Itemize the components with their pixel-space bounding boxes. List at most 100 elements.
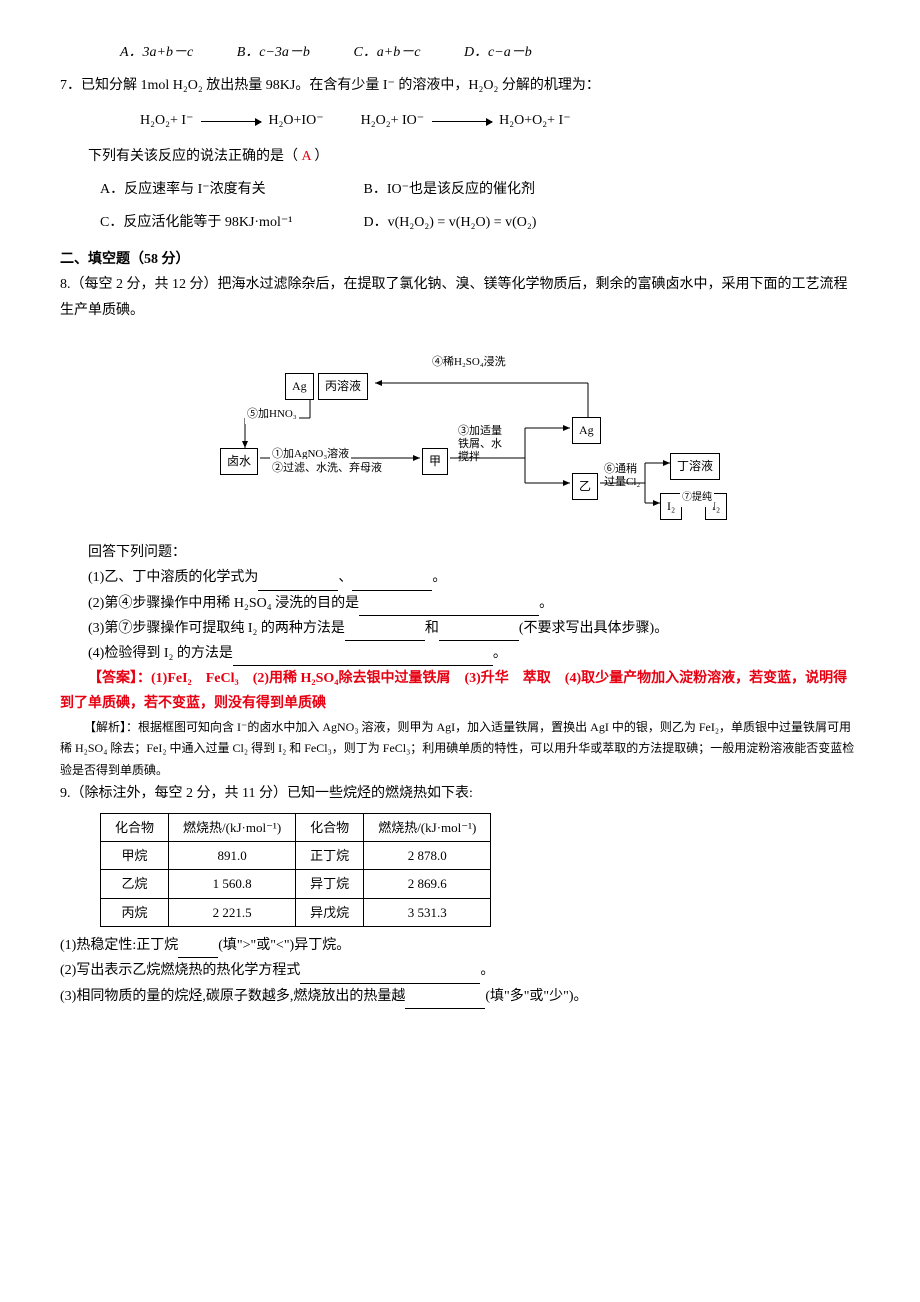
blank[interactable]: [345, 623, 425, 641]
q9-p1: (1)热稳定性:正丁烷 (填">"或"<")异丁烷。: [60, 933, 860, 958]
q9-p1-a: (1)热稳定性:正丁烷: [60, 938, 178, 953]
r1-lhs: H₂O₂+ I⁻: [140, 113, 193, 128]
q8-p2-a: (2)第④步骤操作中用稀 H₂SO₄ 浸洗的目的是: [88, 596, 359, 611]
blank[interactable]: [439, 623, 519, 641]
table-row: 甲烷 891.0 正丁烷 2 878.0: [101, 841, 491, 869]
q6-opt-b: B．c−3a－b: [237, 45, 310, 60]
cell: 1 560.8: [169, 870, 296, 898]
r1-rhs: H₂O+IO⁻: [268, 113, 323, 128]
label-4: ④稀H₂SO₄浸洗: [430, 353, 508, 373]
blank[interactable]: [405, 991, 485, 1009]
r2-rhs: H₂O+O₂+ I⁻: [499, 113, 570, 128]
section2-title: 二、填空题（58 分）: [60, 247, 860, 272]
q8-p3: (3)第⑦步骤操作可提取纯 I₂ 的两种方法是 和 (不要求写出具体步骤)。: [60, 616, 860, 641]
q8-p1-a: (1)乙、丁中溶质的化学式为: [88, 570, 258, 585]
th2: 燃烧热/(kJ·mol⁻¹): [169, 813, 296, 841]
q7-answer: A: [302, 149, 311, 164]
q9-p3-a: (3)相同物质的量的烷烃,碳原子数越多,燃烧放出的热量越: [60, 989, 405, 1004]
label-5: ⑤加HNO₃: [245, 405, 299, 425]
th3: 化合物: [296, 813, 364, 841]
cell: 丙烷: [101, 898, 169, 926]
q8-flowchart: 卤水 甲 Ag 丙溶液 Ag 乙 丁溶液 I₂ I₂ ④稀H₂SO₄浸洗 ⑤加H…: [200, 333, 720, 531]
q9-p3: (3)相同物质的量的烷烃,碳原子数越多,燃烧放出的热量越 (填"多"或"少")。: [60, 984, 860, 1009]
q9-p2: (2)写出表示乙烷燃烧热的热化学方程式 。: [60, 958, 860, 983]
q8-p3-b: 和: [425, 621, 439, 636]
q9-table: 化合物 燃烧热/(kJ·mol⁻¹) 化合物 燃烧热/(kJ·mol⁻¹) 甲烷…: [100, 813, 491, 928]
label-7: ⑦提纯: [680, 489, 714, 507]
q8-explain: 【解析】：根据框图可知向含 I⁻的卤水中加入 AgNO₃ 溶液，则甲为 AgI，…: [60, 717, 860, 782]
r2-lhs: H₂O₂+ IO⁻: [361, 113, 425, 128]
box-ding: 丁溶液: [670, 453, 720, 481]
box-ag: Ag: [285, 373, 314, 401]
q6-options: A．3a+b－c B．c−3a－b C．a+b－c D．c−a－b: [60, 40, 860, 65]
label-3c: 搅拌: [458, 451, 502, 464]
q6-opt-c: C．a+b－c: [353, 45, 420, 60]
q8-p1-c: 。: [432, 570, 446, 585]
blank[interactable]: [258, 573, 338, 591]
arrow-icon: [432, 121, 492, 122]
blank[interactable]: [359, 598, 539, 616]
label-3a: ③加适量: [458, 425, 502, 438]
blank[interactable]: [233, 648, 493, 666]
label-3: ③加适量 铁屑、水 搅拌: [458, 425, 502, 465]
q8-p1: (1)乙、丁中溶质的化学式为 、 。: [60, 565, 860, 590]
q9: 9.（除标注外，每空 2 分，共 11 分）已知一些烷烃的燃烧热如下表: 化合物…: [60, 781, 860, 1008]
box-yi: 乙: [572, 473, 598, 501]
q8-p4: (4)检验得到 I₂ 的方法是 。: [60, 641, 860, 666]
q7-stem: 7．已知分解 1mol H₂O₂ 放出热量 98KJ。在含有少量 I⁻ 的溶液中…: [60, 73, 860, 98]
blank[interactable]: [300, 966, 480, 984]
box-brine: 卤水: [220, 448, 258, 476]
q7-reactions: H₂O₂+ I⁻ H₂O+IO⁻ H₂O₂+ IO⁻ H₂O+O₂+ I⁻: [60, 108, 860, 133]
table-row: 乙烷 1 560.8 异丁烷 2 869.6: [101, 870, 491, 898]
q9-p2-a: (2)写出表示乙烷燃烧热的热化学方程式: [60, 963, 300, 978]
q8-p3-a: (3)第⑦步骤操作可提取纯 I₂ 的两种方法是: [88, 621, 345, 636]
q8-p3-c: (不要求写出具体步骤)。: [519, 621, 668, 636]
q8-p1-b: 、: [338, 570, 352, 585]
box-bing: 丙溶液: [318, 373, 368, 401]
q8-answer: 【答案】：(1)FeI₂ FeCl₃ (2)用稀 H₂SO₄除去银中过量铁屑 (…: [60, 666, 860, 716]
q7-opt-b: B．IO⁻也是该反应的催化剂: [364, 177, 624, 202]
blank[interactable]: [352, 573, 432, 591]
label-3b: 铁屑、水: [458, 438, 502, 451]
q8-p4-b: 。: [493, 646, 507, 661]
cell: 2 869.6: [364, 870, 491, 898]
q7-opt-a: A．反应速率与 I⁻浓度有关: [100, 177, 360, 202]
q8-p4-a: (4)检验得到 I₂ 的方法是: [88, 646, 233, 661]
q7: 7．已知分解 1mol H₂O₂ 放出热量 98KJ。在含有少量 I⁻ 的溶液中…: [60, 73, 860, 235]
cell: 891.0: [169, 841, 296, 869]
cell: 2 878.0: [364, 841, 491, 869]
q7-prompt: 下列有关该反应的说法正确的是（ A ）: [60, 144, 860, 169]
cell: 2 221.5: [169, 898, 296, 926]
cell: 甲烷: [101, 841, 169, 869]
q8-p2: (2)第④步骤操作中用稀 H₂SO₄ 浸洗的目的是 。: [60, 591, 860, 616]
q7-prompt-post: ）: [314, 149, 328, 164]
table-row: 丙烷 2 221.5 异戊烷 3 531.3: [101, 898, 491, 926]
q6-opt-d: D．c−a－b: [464, 45, 532, 60]
th1: 化合物: [101, 813, 169, 841]
box-ag2: Ag: [572, 417, 601, 445]
cell: 异戊烷: [296, 898, 364, 926]
q7-options: A．反应速率与 I⁻浓度有关 B．IO⁻也是该反应的催化剂 C．反应活化能等于 …: [60, 177, 860, 235]
label-6: ⑥通稍 过量Cl₂: [604, 463, 640, 489]
q7-opt-d: D．v(H₂O₂) = v(H₂O) = v(O₂): [364, 210, 624, 235]
box-i2a: I₂: [660, 493, 682, 521]
q8: 8.（每空 2 分，共 12 分）把海水过滤除杂后，在提取了氯化钠、溴、镁等化学…: [60, 272, 860, 781]
box-jia: 甲: [422, 448, 448, 476]
q8-stem: 8.（每空 2 分，共 12 分）把海水过滤除杂后，在提取了氯化钠、溴、镁等化学…: [60, 272, 860, 322]
cell: 3 531.3: [364, 898, 491, 926]
q6-opt-a: A．3a+b－c: [120, 45, 193, 60]
blank[interactable]: [178, 941, 218, 959]
cell: 异丁烷: [296, 870, 364, 898]
q9-p2-b: 。: [480, 963, 494, 978]
th4: 燃烧热/(kJ·mol⁻¹): [364, 813, 491, 841]
arrow-icon: [201, 121, 261, 122]
table-row: 化合物 燃烧热/(kJ·mol⁻¹) 化合物 燃烧热/(kJ·mol⁻¹): [101, 813, 491, 841]
label-6b: 过量Cl₂: [604, 476, 640, 489]
q8-p2-b: 。: [539, 596, 553, 611]
cell: 正丁烷: [296, 841, 364, 869]
q9-p3-b: (填"多"或"少")。: [485, 989, 587, 1004]
q9-stem: 9.（除标注外，每空 2 分，共 11 分）已知一些烷烃的燃烧热如下表:: [60, 781, 860, 806]
q8-ans-title: 回答下列问题：: [60, 540, 860, 565]
label-2: ②过滤、水洗、弃母液: [270, 459, 384, 479]
q9-p1-b: (填">"或"<")异丁烷。: [218, 938, 350, 953]
